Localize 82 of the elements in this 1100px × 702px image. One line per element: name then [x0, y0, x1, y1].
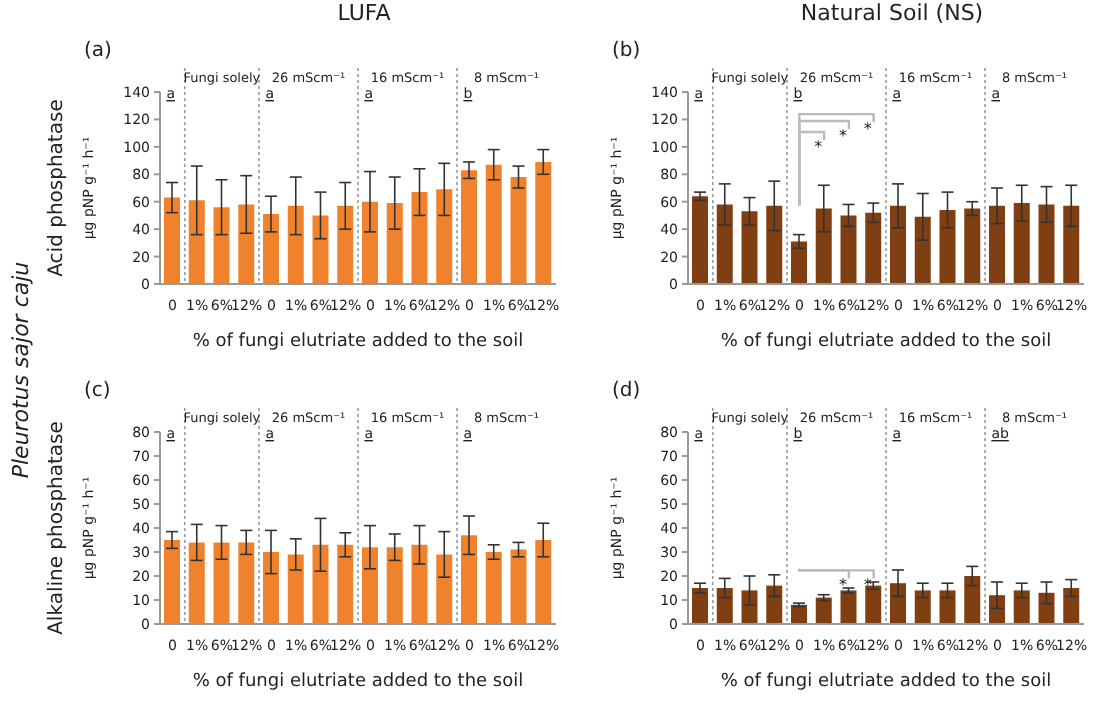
bar	[287, 554, 304, 624]
bar	[411, 192, 428, 284]
bar	[890, 583, 906, 624]
chart-title: LUFA	[335, 0, 393, 26]
bar	[535, 161, 552, 284]
bar	[287, 205, 304, 284]
chart-subtitle: (d)	[612, 380, 641, 402]
bar	[213, 542, 230, 624]
bar	[865, 212, 882, 284]
bar	[436, 189, 453, 284]
x-axis-title: % of fungi elutriate added to the soil	[720, 672, 1052, 692]
text: Acid phosphatase	[46, 99, 68, 277]
bar	[436, 554, 453, 624]
bar	[964, 576, 981, 624]
bar	[263, 552, 279, 624]
chart-subtitle: (b)	[612, 40, 641, 62]
bar	[238, 204, 255, 284]
annotation: *	[838, 127, 847, 146]
annotation: *	[814, 138, 823, 156]
bar	[741, 590, 758, 624]
bar	[386, 547, 403, 624]
bar	[337, 205, 354, 284]
bar	[766, 205, 783, 284]
bar	[164, 540, 180, 624]
text: Alkaline phosphatase	[46, 421, 68, 635]
bar	[914, 216, 931, 284]
bar	[263, 214, 279, 284]
x-axis-title: % of fungi elutriate added to the soil	[720, 332, 1052, 352]
chart-subtitle: (a)	[84, 40, 113, 62]
bar	[485, 552, 502, 624]
bar	[766, 585, 783, 624]
bar	[1063, 588, 1080, 624]
bar	[716, 204, 733, 284]
bar	[510, 177, 527, 284]
bar	[238, 542, 255, 624]
bar	[741, 211, 758, 284]
bar	[461, 170, 477, 284]
annotation: *	[863, 120, 872, 139]
bar	[1038, 592, 1055, 624]
bar	[865, 585, 882, 624]
bar	[964, 208, 981, 284]
x-axis-title: % of fungi elutriate added to the soil	[192, 332, 524, 352]
bar	[362, 547, 378, 624]
bar	[164, 197, 180, 284]
bar	[1038, 204, 1055, 284]
bar	[362, 201, 378, 284]
bar	[815, 597, 832, 624]
bar	[890, 205, 906, 284]
bar	[312, 215, 329, 284]
bar	[461, 535, 477, 624]
bar	[939, 209, 956, 284]
bar	[815, 208, 832, 284]
x-axis-title: % of fungi elutriate added to the soil	[192, 672, 524, 692]
bar	[188, 542, 205, 624]
chart-title: Natural Soil (NS)	[798, 0, 986, 26]
bar	[213, 207, 230, 284]
bar	[1013, 203, 1030, 284]
bar	[692, 196, 708, 284]
bar	[485, 164, 502, 284]
bar	[914, 590, 931, 624]
bar	[716, 588, 733, 624]
bar	[939, 590, 956, 624]
bar	[535, 540, 552, 624]
bar	[692, 588, 708, 624]
bar	[312, 544, 329, 624]
bar	[840, 215, 857, 284]
bar	[791, 241, 807, 284]
bar	[337, 544, 354, 624]
bar	[1013, 590, 1030, 624]
bar	[791, 604, 807, 624]
bar	[188, 200, 205, 284]
bar	[1063, 205, 1080, 284]
bar	[510, 549, 527, 624]
bar	[989, 205, 1005, 284]
bar	[411, 544, 428, 624]
bar	[386, 203, 403, 284]
annotation: *	[863, 576, 872, 595]
annotation: *	[838, 576, 847, 595]
bar	[989, 595, 1005, 624]
text: Pleurotus sajor caju	[8, 261, 34, 479]
chart-subtitle: (c)	[84, 380, 111, 402]
bar	[840, 590, 857, 624]
